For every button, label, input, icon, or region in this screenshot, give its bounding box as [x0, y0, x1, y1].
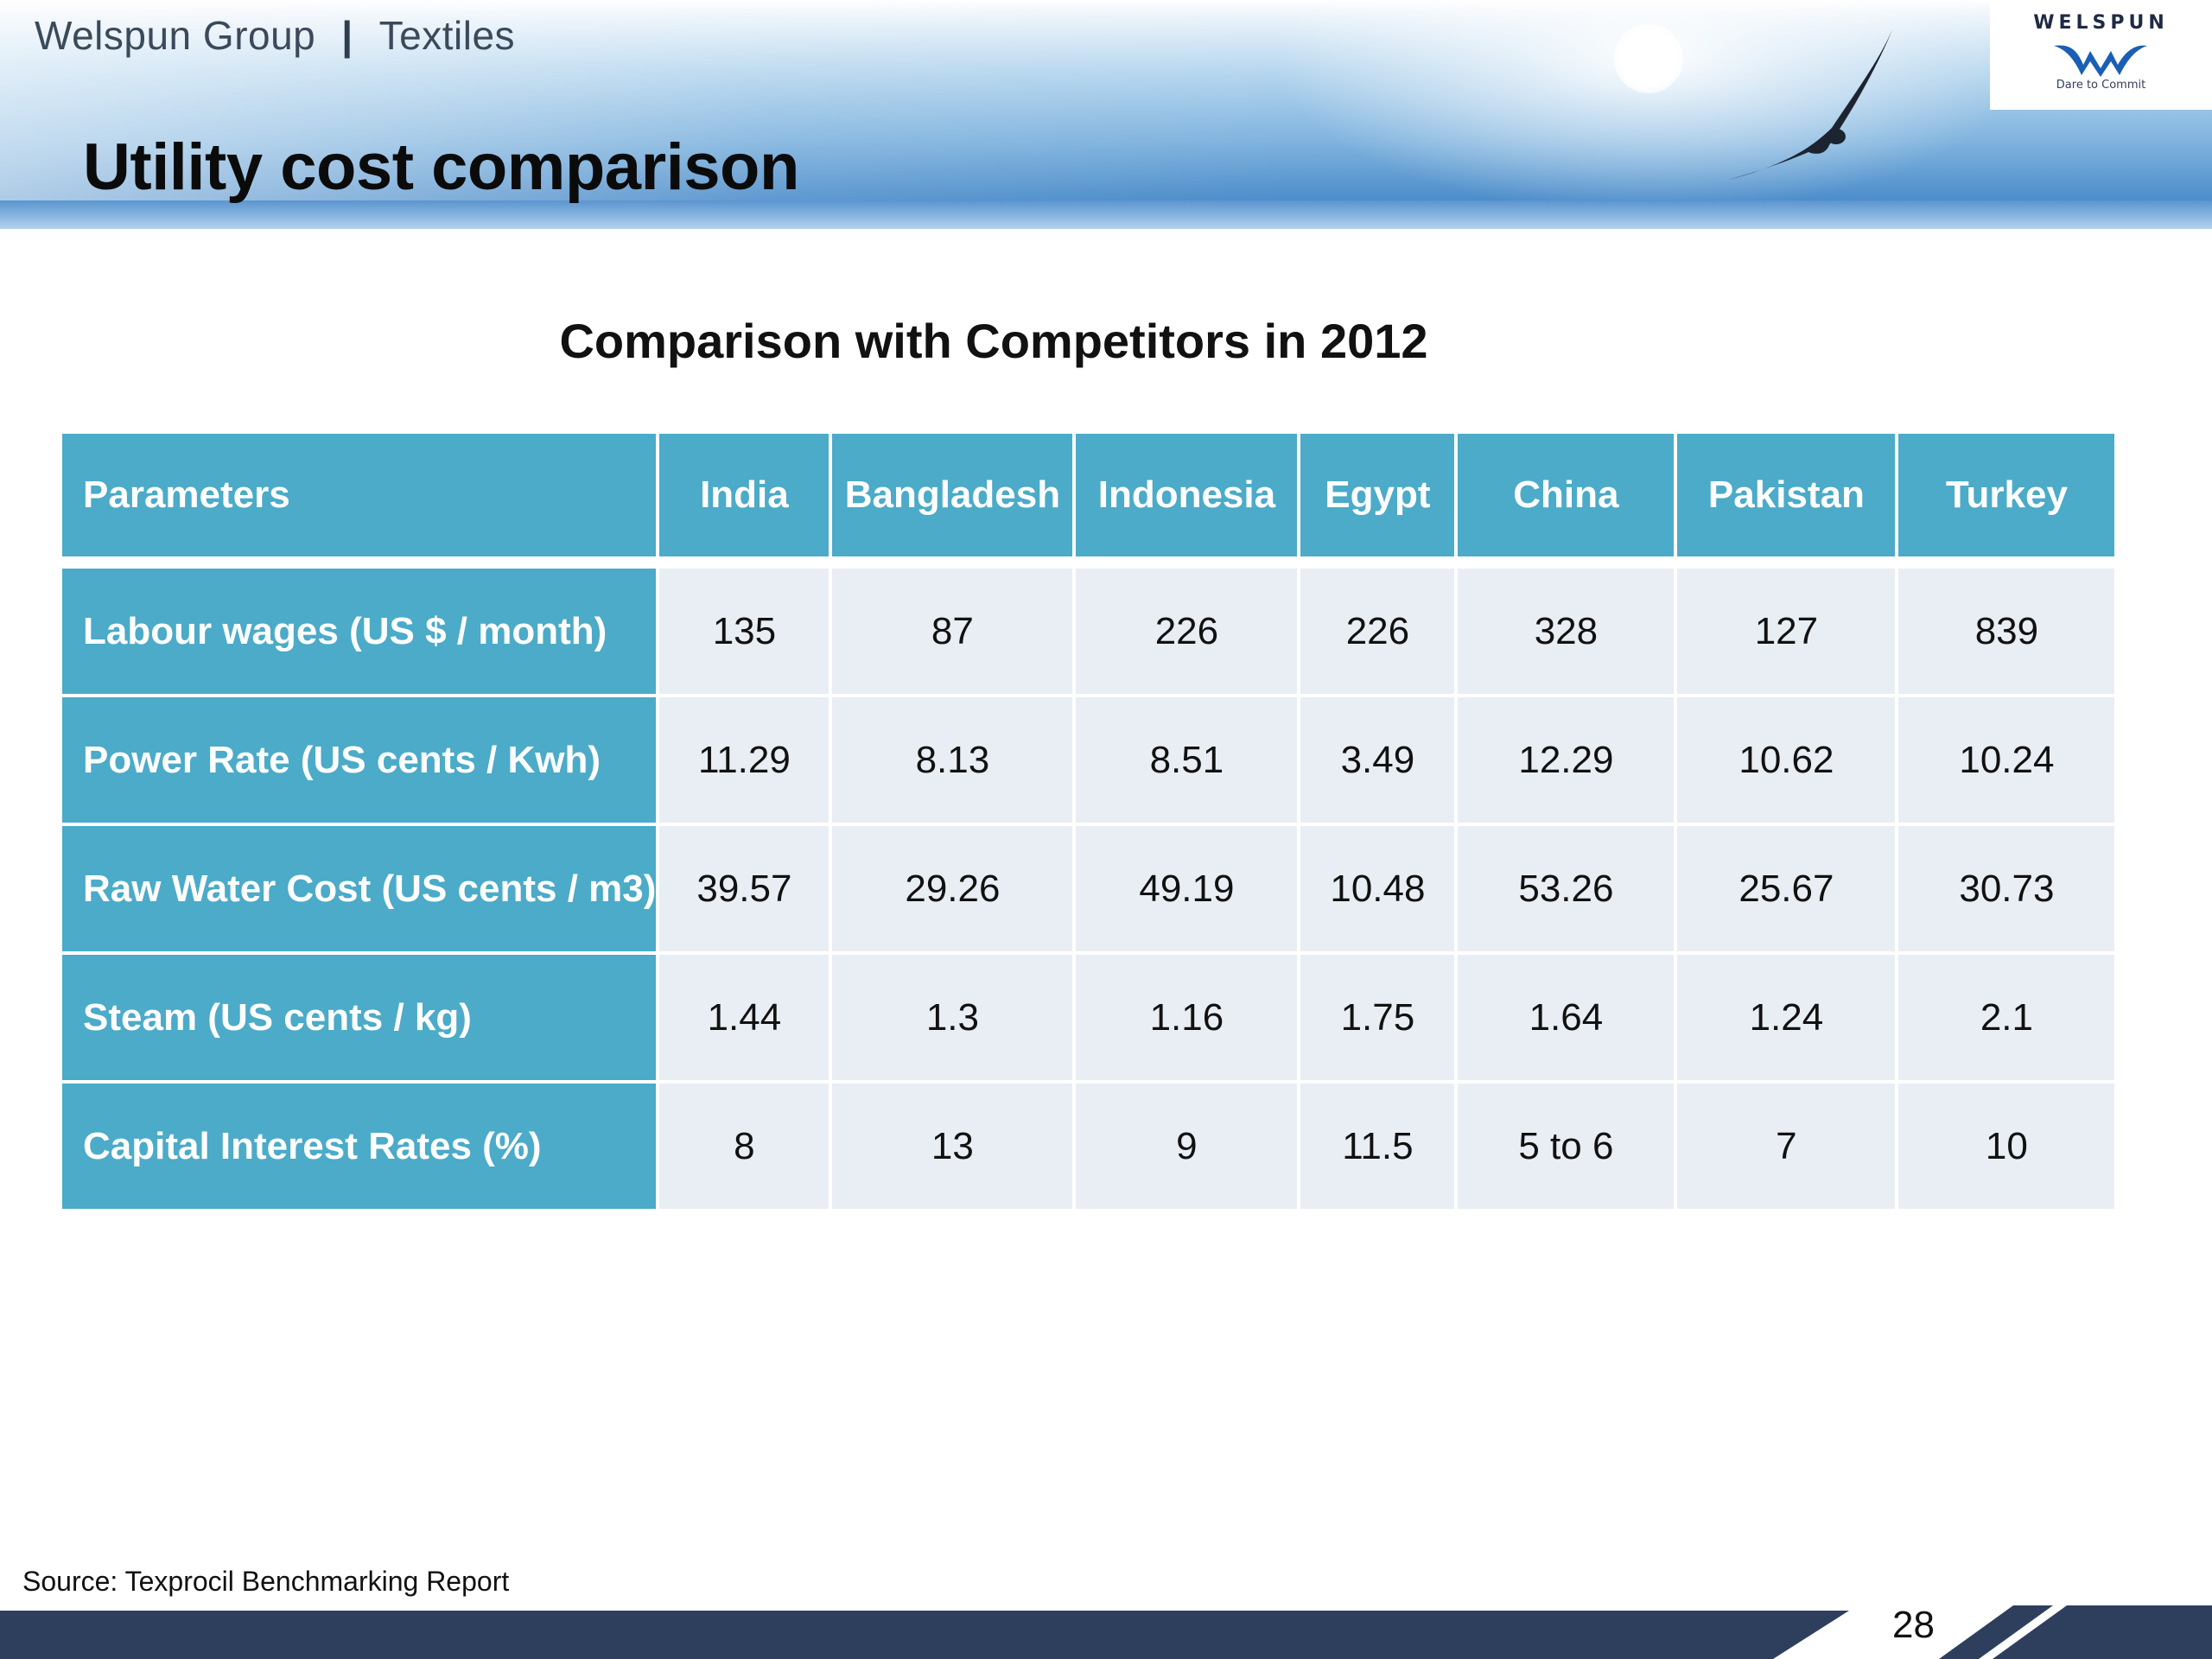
header-banner: Welspun Group | Textiles Utility cost comp…	[0, 0, 2212, 229]
sky-haze	[0, 0, 1296, 229]
table-row: Capital Interest Rates (%) 8 13 9 11.5 5…	[62, 1084, 2115, 1209]
table-cell: 8.13	[832, 697, 1073, 823]
sun-graphic	[1614, 24, 1683, 93]
table-cell: 30.73	[1898, 826, 2115, 951]
table-cell: 10.62	[1677, 697, 1896, 823]
comparison-table: Parameters India Bangladesh Indonesia Eg…	[62, 434, 2115, 1209]
table-cell: 8.51	[1076, 697, 1298, 823]
table-row: Power Rate (US cents / Kwh) 11.29 8.13 8…	[62, 697, 2115, 823]
row-label: Steam (US cents / kg)	[62, 955, 657, 1080]
column-header-china: China	[1458, 434, 1675, 556]
column-header-bangladesh: Bangladesh	[832, 434, 1073, 556]
breadcrumb: Welspun Group | Textiles	[35, 12, 515, 59]
table-subtitle-text: Comparison with Competitors in 2012	[559, 314, 1428, 368]
table-cell: 7	[1677, 1084, 1896, 1209]
table-cell: 1.75	[1300, 955, 1455, 1080]
welspun-logo: WELSPUN Dare to Commit	[1990, 0, 2212, 110]
breadcrumb-division: Textiles	[378, 13, 516, 58]
comparison-table-grid: Parameters India Bangladesh Indonesia Eg…	[59, 430, 2118, 1212]
table-cell: 39.57	[659, 826, 830, 951]
header-separator-cell	[62, 560, 2114, 565]
table-row: Labour wages (US $ / month) 135 87 226 2…	[62, 569, 2115, 694]
table-cell: 1.24	[1677, 955, 1896, 1080]
table-cell: 25.67	[1677, 826, 1896, 951]
column-header-indonesia: Indonesia	[1076, 434, 1298, 556]
table-row: Raw Water Cost (US cents / m3) 39.57 29.…	[62, 826, 2115, 951]
column-header-egypt: Egypt	[1300, 434, 1455, 556]
table-subtitle: Comparison with Competitors in 2012	[0, 313, 1987, 369]
table-cell: 87	[832, 569, 1073, 694]
breadcrumb-separator: |	[341, 13, 353, 58]
slide-title: Utility cost comparison	[83, 130, 799, 204]
w-wave-logo-icon	[2054, 45, 2147, 77]
footer-bar	[0, 1605, 2212, 1659]
table-cell: 13	[832, 1084, 1073, 1209]
table-cell: 226	[1300, 569, 1455, 694]
column-header-pakistan: Pakistan	[1677, 434, 1896, 556]
table-cell: 3.49	[1300, 697, 1455, 823]
footer-bar-left	[0, 1611, 1849, 1659]
table-cell: 226	[1076, 569, 1298, 694]
row-label: Capital Interest Rates (%)	[62, 1084, 657, 1209]
row-label: Power Rate (US cents / Kwh)	[62, 697, 657, 823]
table-cell: 1.3	[832, 955, 1073, 1080]
table-cell: 29.26	[832, 826, 1073, 951]
source-note: Source: Texprocil Benchmarking Report	[22, 1566, 510, 1597]
page-number: 28	[1892, 1604, 1935, 1646]
table-cell: 135	[659, 569, 830, 694]
table-cell: 10.24	[1898, 697, 2115, 823]
table-cell: 5 to 6	[1458, 1084, 1675, 1209]
column-header-india: India	[659, 434, 830, 556]
breadcrumb-company: Welspun Group	[35, 13, 316, 58]
table-cell: 12.29	[1458, 697, 1675, 823]
table-cell: 10.48	[1300, 826, 1455, 951]
table-cell: 9	[1076, 1084, 1298, 1209]
header-separator	[62, 560, 2114, 565]
banner-strip	[0, 200, 2212, 229]
logo-tagline: Dare to Commit	[2056, 79, 2146, 92]
table-cell: 127	[1677, 569, 1896, 694]
table-cell: 839	[1898, 569, 2115, 694]
row-label: Labour wages (US $ / month)	[62, 569, 657, 694]
table-cell: 8	[659, 1084, 830, 1209]
table-cell: 10	[1898, 1084, 2115, 1209]
table-row: Steam (US cents / kg) 1.44 1.3 1.16 1.75…	[62, 955, 2115, 1080]
table-cell: 1.64	[1458, 955, 1675, 1080]
table-cell: 11.5	[1300, 1084, 1455, 1209]
table-cell: 2.1	[1898, 955, 2115, 1080]
table-cell: 1.44	[659, 955, 830, 1080]
bird-icon	[1728, 29, 1892, 180]
table-cell: 1.16	[1076, 955, 1298, 1080]
table-cell: 49.19	[1076, 826, 1298, 951]
logo-wordmark: WELSPUN	[2033, 12, 2169, 34]
table-header-row: Parameters India Bangladesh Indonesia Eg…	[62, 434, 2115, 556]
footer-stripe-light	[1939, 1605, 2053, 1659]
footer-stripe-gap	[1980, 1605, 2067, 1659]
table-cell: 328	[1458, 569, 1675, 694]
row-label: Raw Water Cost (US cents / m3)	[62, 826, 657, 951]
table-cell: 11.29	[659, 697, 830, 823]
column-header-turkey: Turkey	[1898, 434, 2115, 556]
column-header-parameters: Parameters	[62, 434, 657, 556]
table-cell: 53.26	[1458, 826, 1675, 951]
